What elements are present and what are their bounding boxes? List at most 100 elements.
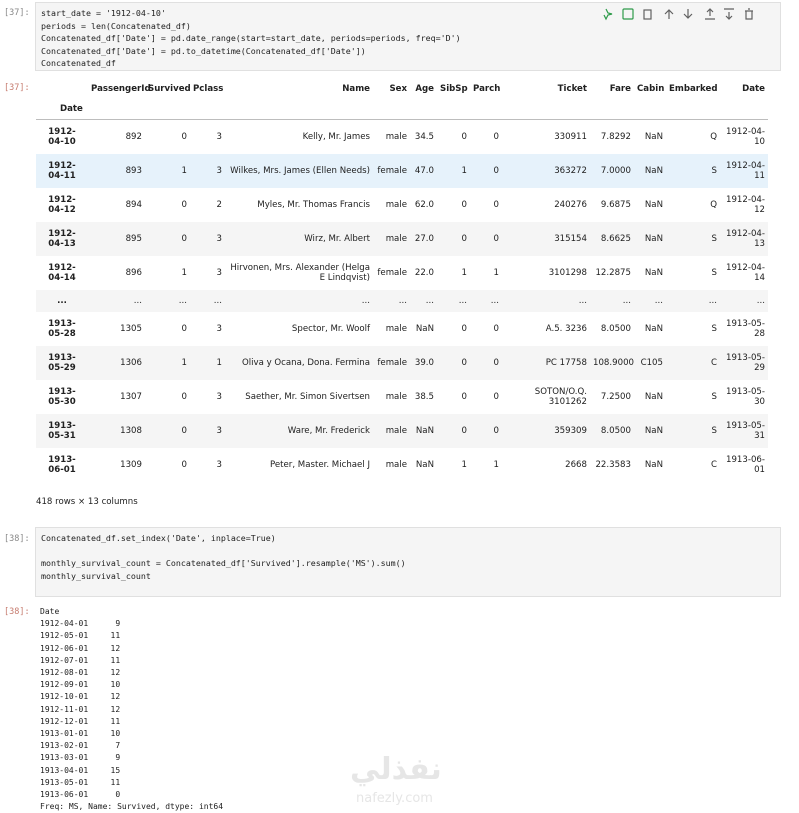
series-value: 9 <box>115 619 121 629</box>
table-cell: male <box>385 459 407 470</box>
column-header: Date <box>742 83 765 94</box>
table-cell: 9.6875 <box>600 199 631 210</box>
series-row: 1912-10-01 12 <box>40 691 223 703</box>
table-cell: 0 <box>461 131 467 142</box>
table-cell: 8.0500 <box>600 425 631 436</box>
table-cell: NaN <box>644 323 663 334</box>
table-cell: ... <box>213 295 222 306</box>
code-line: Concatenated_df.set_index('Date', inplac… <box>41 533 276 543</box>
series-row: 1913-04-01 15 <box>40 765 223 777</box>
series-value: 11 <box>110 777 121 787</box>
series-date: 1913-06-01 <box>40 790 89 800</box>
table-cell: female <box>377 267 407 278</box>
series-value: 15 <box>110 765 121 775</box>
series-date: 1912-10-01 <box>40 692 89 702</box>
table-cell: 0 <box>461 425 467 436</box>
table-cell: NaN <box>644 233 663 244</box>
row-index: 1913-05-28 <box>48 318 76 339</box>
code-cell[interactable]: Concatenated_df.set_index('Date', inplac… <box>35 527 781 597</box>
series-value: 10 <box>110 729 121 739</box>
table-cell: ... <box>490 295 499 306</box>
series-date: 1913-01-01 <box>40 729 89 739</box>
table-cell: 330911 <box>554 131 587 142</box>
column-header: PassengerId <box>91 83 151 94</box>
table-cell: 0 <box>493 131 499 142</box>
series-date: 1912-07-01 <box>40 655 89 665</box>
table-cell: 2668 <box>565 459 587 470</box>
table-cell: 0 <box>493 357 499 368</box>
ai-icon[interactable] <box>603 8 613 21</box>
table-cell: Myles, Mr. Thomas Francis <box>257 199 370 210</box>
table-cell: 3101298 <box>548 267 587 278</box>
series-value: 11 <box>110 655 121 665</box>
table-cell: 47.0 <box>414 165 434 176</box>
table-cell: 0 <box>493 165 499 176</box>
series-value: 10 <box>110 680 121 690</box>
table-cell: 7.2500 <box>600 391 631 402</box>
table-row: 1913-05-30 1307 0 3 Saether, Mr. Simon Siver… <box>36 380 768 414</box>
series-header: Date <box>40 607 60 616</box>
series-value: 9 <box>115 753 121 763</box>
table-cell: Kelly, Mr. James <box>302 131 370 142</box>
table-row: 1912-04-10 892 0 3 Kelly, Mr. James male 34.5 0… <box>36 120 768 154</box>
table-cell: NaN <box>644 199 663 210</box>
table-cell: ... <box>708 295 717 306</box>
table-cell: ... <box>425 295 434 306</box>
series-date: 1912-05-01 <box>40 631 89 641</box>
delete-icon[interactable] <box>745 8 753 20</box>
row-index: 1913-06-01 <box>48 454 76 475</box>
table-cell: 1 <box>493 459 499 470</box>
table-cell: 3 <box>216 165 222 176</box>
table-cell: 0 <box>461 357 467 368</box>
input-prompt: [37]: <box>4 8 30 18</box>
table-cell: ... <box>654 295 663 306</box>
copy-icon[interactable] <box>643 9 652 20</box>
column-header: Embarked <box>669 83 718 94</box>
input-prompt: [38]: <box>4 534 30 544</box>
insert-above-icon[interactable] <box>705 8 715 20</box>
format-icon[interactable] <box>622 8 634 20</box>
table-cell: 8.0500 <box>600 323 631 334</box>
insert-below-icon[interactable] <box>724 8 734 20</box>
column-header: Ticket <box>557 83 587 94</box>
table-cell: 1913-05-30 <box>725 386 765 407</box>
table-cell: 3 <box>216 131 222 142</box>
column-header: Survived <box>148 83 191 94</box>
table-cell: Spector, Mr. Woolf <box>291 323 370 334</box>
move-down-icon[interactable] <box>683 9 693 19</box>
table-cell: NaN <box>415 459 434 470</box>
table-cell: Oliva y Ocana, Dona. Fermina <box>241 357 370 368</box>
table-cell: 3 <box>216 323 222 334</box>
table-cell: 62.0 <box>414 199 434 210</box>
cell-toolbar <box>603 8 753 21</box>
table-cell: 895 <box>125 233 142 244</box>
table-cell: 12.2875 <box>595 267 631 278</box>
series-row: 1912-05-01 11 <box>40 630 223 642</box>
table-cell: NaN <box>644 267 663 278</box>
row-index: 1912-04-14 <box>48 262 76 283</box>
table-cell: female <box>377 165 407 176</box>
table-cell: ... <box>756 295 765 306</box>
code-line: Concatenated_df <box>41 58 116 69</box>
table-cell: 0 <box>461 391 467 402</box>
table-cell: male <box>385 131 407 142</box>
move-up-icon[interactable] <box>664 9 674 19</box>
column-header: Cabin <box>637 83 665 94</box>
table-cell: NaN <box>415 323 434 334</box>
code-cell[interactable]: start_date = '1912-04-10' periods = len(C… <box>35 2 781 71</box>
series-row: 1912-07-01 11 <box>40 655 223 667</box>
table-cell: S <box>711 425 717 436</box>
table-cell: 0 <box>181 233 187 244</box>
table-cell: S <box>711 323 717 334</box>
table-cell: 38.5 <box>414 391 434 402</box>
table-cell: male <box>385 199 407 210</box>
code-line: Concatenated_df['Date'] = pd.to_datetime… <box>41 45 366 56</box>
row-index: 1913-05-30 <box>48 386 76 407</box>
table-cell: A.5. 3236 <box>545 323 587 334</box>
series-date: 1912-11-01 <box>40 704 89 714</box>
table-cell: C <box>710 357 717 368</box>
series-value: 12 <box>110 668 121 678</box>
table-cell: 0 <box>461 323 467 334</box>
table-row: 1913-05-28 1305 0 3 Spector, Mr. Woolf male Na… <box>36 312 768 346</box>
series-row: 1913-06-01 0 <box>40 789 223 801</box>
